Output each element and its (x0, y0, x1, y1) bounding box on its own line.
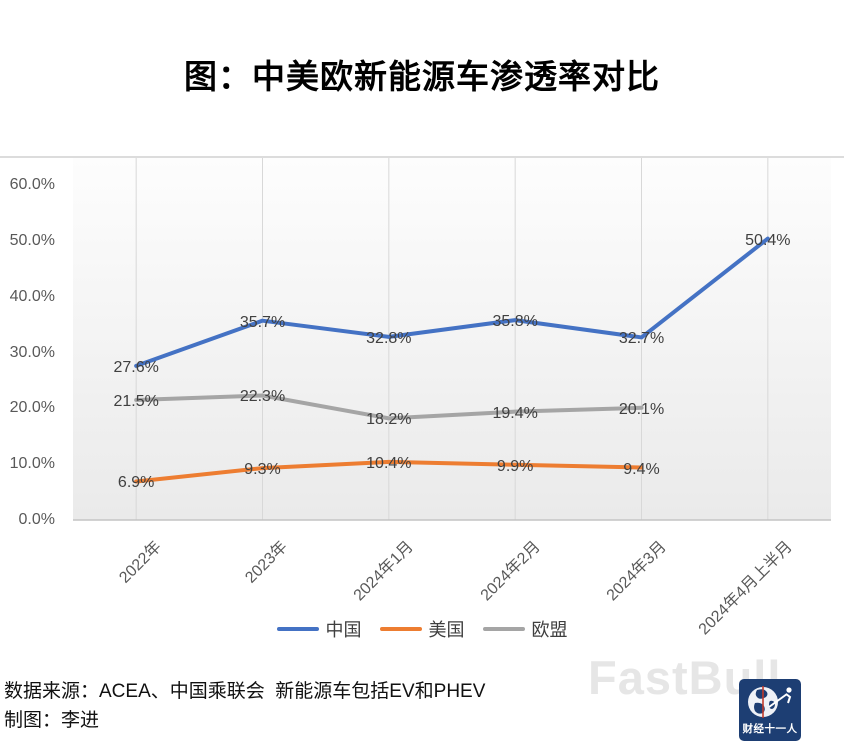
data-label: 18.2% (366, 411, 412, 429)
data-label: 19.4% (492, 404, 538, 422)
data-label: 9.9% (496, 457, 534, 475)
data-label: 9.4% (623, 460, 660, 478)
series-line-0 (134, 236, 770, 368)
logo-text: 财经十一人 (742, 723, 798, 735)
data-label: 6.9% (117, 474, 155, 492)
vertical-gridlines (135, 158, 769, 520)
legend-line-swatch (379, 627, 422, 631)
page-title: 图：中美欧新能源车渗透率对比 (184, 58, 660, 95)
data-label: 50.4% (745, 231, 791, 249)
y-tick-label: 30.0% (9, 343, 55, 361)
legend-line-swatch (276, 627, 319, 631)
series-line-2 (134, 393, 644, 421)
legend-line-swatch (482, 627, 525, 631)
y-tick-label: 60.0% (9, 176, 55, 193)
data-label: 32.8% (366, 329, 412, 347)
legend-label: 欧盟 (531, 620, 568, 640)
y-tick-label: 10.0% (9, 455, 55, 473)
legend-label: 美国 (428, 620, 465, 640)
legend-item-美国: 美国 (379, 616, 465, 642)
data-label: 35.8% (492, 313, 538, 331)
publisher-logo: 财经十一人 (739, 679, 801, 741)
series-line-1 (134, 459, 644, 484)
plot-area (73, 158, 831, 520)
legend-item-欧盟: 欧盟 (482, 616, 568, 642)
chart-author-note: 制图：李进 (4, 710, 100, 731)
y-tick-label: 40.0% (9, 287, 55, 305)
data-label: 22.3% (239, 388, 286, 406)
data-label: 10.4% (366, 454, 412, 472)
y-tick-label: 20.0% (9, 399, 55, 417)
legend-label: 中国 (325, 620, 362, 640)
y-tick-label: 0.0% (18, 511, 55, 528)
title-separator (0, 156, 844, 158)
chart-legend: 中国 美国 欧盟 (0, 616, 844, 642)
legend-item-中国: 中国 (276, 616, 362, 642)
globe-icon (748, 686, 792, 718)
data-label: 32.7% (618, 330, 665, 348)
data-label: 21.5% (113, 392, 159, 410)
data-label: 35.7% (239, 313, 286, 331)
data-source-note: 数据来源：ACEA、中国乘联会 新能源车包括EV和PHEV (4, 681, 486, 702)
data-label: 20.1% (618, 400, 665, 418)
series-lines (134, 236, 770, 484)
data-label: 9.3% (244, 461, 281, 479)
y-tick-label: 50.0% (9, 231, 55, 249)
data-label: 27.6% (113, 358, 159, 376)
